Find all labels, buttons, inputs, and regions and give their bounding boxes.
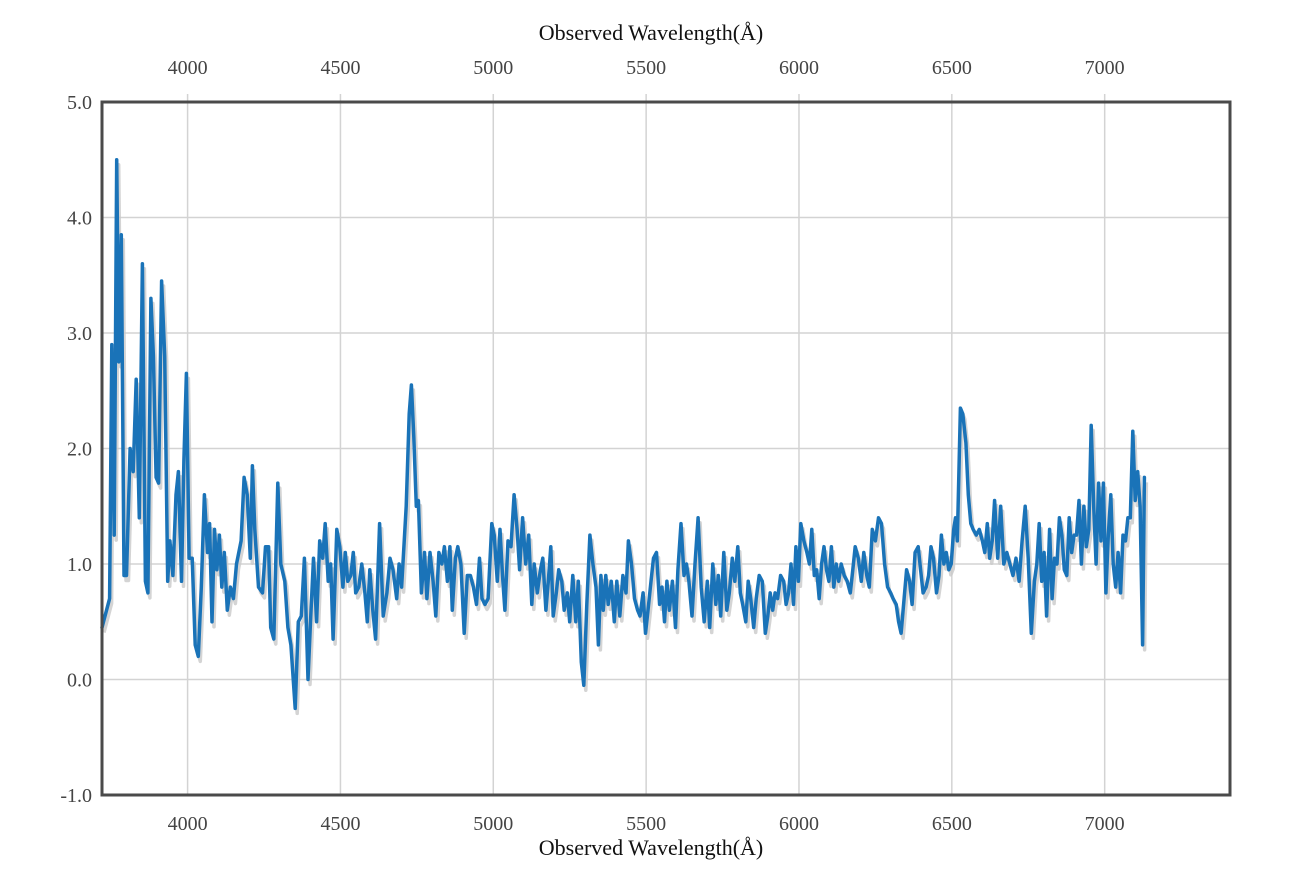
x-tick-label-top: 4500 [320,57,360,79]
x-tick-label-bottom: 4500 [320,813,360,835]
x-axis-title-bottom: Observed Wavelength(Å) [539,835,763,860]
y-tick-label: 3.0 [67,323,92,345]
x-ticks-top: 4000 4500 5000 5500 6000 6500 7000 [168,57,1125,79]
series-layer [100,158,1149,716]
x-tick-label-top: 6000 [779,57,819,79]
x-tick-label-bottom: 7000 [1085,813,1125,835]
x-tick-label-top: 5000 [473,57,513,79]
x-ticks-bottom: 4000 4500 5000 5500 6000 6500 7000 [168,813,1125,835]
x-tick-label-top: 4000 [168,57,208,79]
x-axis-title-top: Observed Wavelength(Å) [539,20,763,45]
x-tick-label-top: 7000 [1085,57,1125,79]
x-tick-label-top: 6500 [932,57,972,79]
grid [102,94,1230,796]
plot-frame [100,100,1232,797]
x-tick-label-bottom: 4000 [168,813,208,835]
series-line-shadow [102,163,1149,716]
y-tick-label: -1.0 [60,785,92,807]
y-tick-label: 1.0 [67,554,92,576]
x-tick-label-bottom: 5500 [626,813,666,835]
x-tick-label-bottom: 6000 [779,813,819,835]
x-tick-label-bottom: 5000 [473,813,513,835]
series-line [100,158,1147,711]
y-ticks: -1.0 0.0 1.0 2.0 3.0 4.0 5.0 [60,92,92,807]
y-tick-label: 0.0 [67,670,92,692]
y-tick-label: 4.0 [67,208,92,230]
y-tick-label: 5.0 [67,92,92,114]
x-tick-label-top: 5500 [626,57,666,79]
x-tick-label-bottom: 6500 [932,813,972,835]
y-tick-label: 2.0 [67,439,92,461]
